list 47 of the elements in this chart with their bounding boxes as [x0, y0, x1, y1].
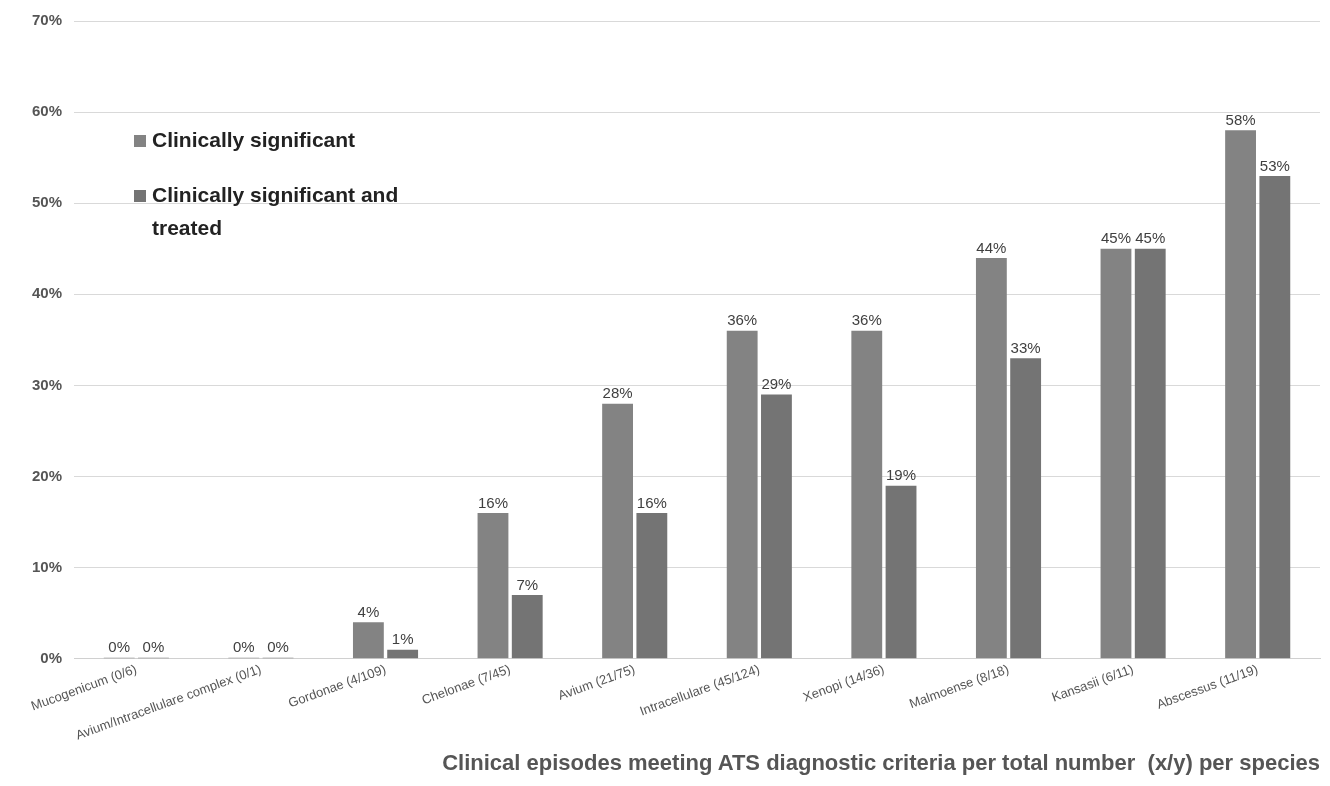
data-label: 53%: [1259, 156, 1290, 174]
y-tick-label: 10%: [31, 557, 63, 575]
bar: [352, 622, 384, 659]
y-tick-label: 70%: [31, 11, 63, 29]
data-label: 0%: [108, 638, 131, 656]
data-label: 44%: [976, 238, 1007, 256]
data-label: 45%: [1135, 229, 1166, 247]
legend-label: Clinically significant and treated: [152, 182, 399, 239]
y-tick-label: 60%: [31, 102, 63, 120]
y-tick-label: 50%: [31, 193, 63, 211]
data-label: 36%: [851, 311, 882, 329]
bar: [636, 513, 668, 659]
data-label: 58%: [1225, 110, 1256, 128]
data-label: 16%: [477, 493, 508, 511]
data-label: 36%: [727, 311, 758, 329]
bar: [511, 595, 543, 659]
x-axis-title: Clinical episodes meeting ATS diagnostic criteria per total number (x/y) per species: [442, 749, 1320, 775]
data-label: 0%: [267, 638, 289, 656]
y-tick-label: 40%: [31, 284, 63, 302]
bar: [726, 330, 758, 659]
data-label: 1%: [391, 630, 414, 648]
bar: [1225, 130, 1256, 659]
data-label: 28%: [602, 384, 633, 402]
bar: [885, 485, 917, 659]
data-label: 45%: [1100, 229, 1131, 247]
data-label: 29%: [761, 375, 792, 393]
data-label: 16%: [636, 493, 667, 511]
bar: [387, 649, 419, 659]
data-label: 0%: [142, 638, 165, 656]
bar: [602, 403, 633, 659]
data-label: 7%: [516, 575, 539, 593]
y-tick-label: 20%: [31, 466, 63, 484]
bar: [761, 394, 792, 659]
y-tick-label: 0%: [40, 648, 63, 666]
bar: [1134, 248, 1166, 659]
data-label: 4%: [357, 603, 380, 620]
legend-label: Clinically significant: [152, 127, 356, 151]
bar: [1259, 175, 1291, 659]
bar: [1100, 248, 1132, 659]
data-label: 19%: [886, 466, 917, 484]
bar: [1010, 358, 1042, 659]
bar: [477, 513, 509, 659]
bar: [851, 330, 883, 659]
y-tick-label: 30%: [31, 375, 63, 393]
bar: [975, 257, 1007, 659]
data-label: 0%: [232, 638, 255, 656]
data-label: 33%: [1010, 338, 1041, 356]
